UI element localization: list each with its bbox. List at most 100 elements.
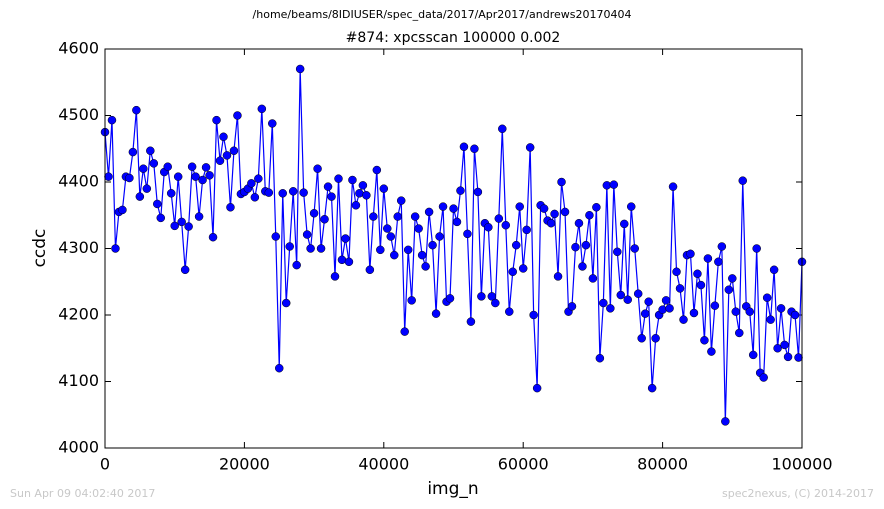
data-point [163,162,172,171]
data-point [173,172,183,181]
data-point [633,289,643,298]
data-point [515,202,524,211]
data-point [557,177,566,187]
data-point [640,309,650,318]
data-point [390,250,399,260]
data-point [208,232,218,242]
data-point [341,234,350,243]
data-point [522,225,531,235]
y-tick-label: 4300 [58,238,99,257]
data-point [668,182,678,191]
data-point [613,247,622,257]
data-point [728,274,737,283]
data-point [323,182,333,191]
data-point [703,254,713,263]
data-point [609,180,619,189]
data-point [696,280,706,290]
data-point [128,147,138,157]
data-point [393,212,402,221]
data-point [201,163,211,172]
data-point [424,207,434,217]
data-point [651,334,660,343]
data-point [414,224,423,233]
data-point [135,192,145,201]
data-point [546,218,556,228]
data-point [170,221,179,231]
data-point [491,298,500,308]
data-point [250,193,260,202]
data-point [759,373,768,382]
data-point [365,265,375,275]
data-point [348,175,357,185]
data-point [383,224,392,233]
data-point [477,292,486,301]
data-point [198,175,207,185]
data-point [139,164,148,173]
data-point [379,184,389,193]
data-point [665,304,674,313]
data-line [104,68,803,422]
data-point [187,162,197,171]
data-point [505,307,514,316]
data-point [592,203,601,212]
data-point [111,244,120,253]
data-point [637,334,646,343]
chart-title: #874: xpcsscan 100000 0.002 [346,30,561,46]
data-point [156,213,166,223]
data-point [769,265,779,275]
data-point [299,188,308,197]
data-point [431,309,441,318]
data-point [578,262,587,271]
data-point [511,240,521,250]
data-point [700,336,709,345]
data-point [229,146,239,155]
data-point [599,298,608,308]
y-axis-label: ccdc [30,229,50,268]
data-point [376,245,385,255]
data-point [316,244,326,253]
data-point [233,111,242,120]
data-point [735,328,744,338]
data-point [626,202,636,211]
data-point [407,296,416,305]
data-point [268,119,277,128]
data-point [118,205,127,215]
data-point [707,347,716,356]
data-point [574,218,584,228]
data-point [773,344,782,353]
data-point [125,173,134,183]
data-point [403,245,413,255]
data-point [679,315,688,324]
data-point [288,187,298,196]
data-point [731,307,741,316]
data-point [191,172,200,181]
data-point [606,304,615,313]
data-point [783,352,793,362]
x-tick-label: 100000 [771,455,832,474]
data-point [257,104,267,114]
y-tick-label: 4000 [58,438,99,457]
data-point [738,176,748,185]
data-point [445,294,455,303]
footer-left: Sun Apr 09 04:02:40 2017 [10,487,155,500]
data-point [501,220,511,230]
data-point [498,124,507,134]
data-point [205,171,214,180]
data-point [616,290,626,300]
data-point [142,184,152,193]
data-point [456,186,465,195]
y-tick-label: 4200 [58,305,99,324]
data-point [215,156,225,165]
data-point [689,308,699,318]
data-point [748,350,758,360]
data-point [518,264,528,273]
data-point [508,267,517,277]
data-point [553,272,563,281]
y-tick-label: 4500 [58,105,99,124]
data-point [247,179,256,188]
data-point [494,214,504,223]
data-point [226,203,235,212]
suptitle: /home/beams/8IDIUSER/spec_data/2017/Apr2… [253,8,632,21]
x-tick-label: 60000 [498,455,549,474]
data-point [386,232,396,241]
